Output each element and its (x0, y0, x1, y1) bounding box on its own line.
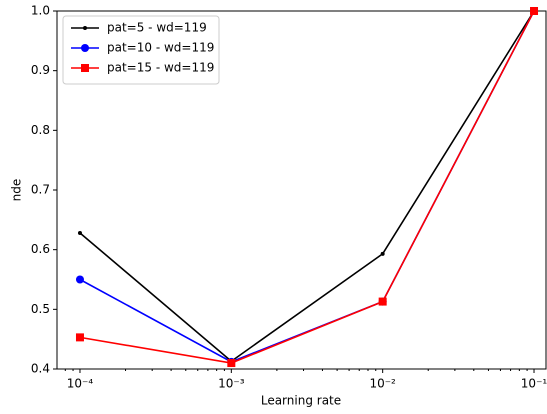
x-tick-label: 10⁻¹ (521, 377, 547, 391)
legend-marker (81, 64, 89, 72)
y-tick-label: 0.9 (31, 63, 50, 77)
x-tick-label: 10⁻³ (218, 377, 245, 391)
marker (75, 275, 84, 284)
marker (380, 251, 385, 256)
legend-label: pat=10 - wd=119 (107, 41, 214, 55)
marker (530, 7, 539, 15)
y-tick-label: 0.7 (31, 183, 50, 197)
series-line (79, 10, 535, 364)
marker (75, 333, 84, 342)
legend-label: pat=15 - wd=119 (107, 61, 214, 75)
y-tick-label: 0.5 (31, 302, 50, 316)
y-tick-label: 0.8 (31, 123, 50, 137)
x-axis-label: Learning rate (261, 394, 341, 408)
marker (227, 359, 236, 368)
y-axis-label: nde (10, 179, 24, 202)
y-tick-label: 1.0 (31, 4, 50, 18)
marker (378, 297, 387, 306)
legend-marker (81, 44, 89, 52)
marker (77, 230, 82, 235)
series-line (79, 10, 535, 363)
legend-box (62, 15, 220, 85)
x-tick-label: 10⁻² (369, 377, 396, 391)
plot-frame (56, 10, 547, 370)
legend-marker (83, 26, 87, 30)
legend-label: pat=5 - wd=119 (107, 21, 207, 35)
y-tick-label: 0.6 (31, 242, 50, 256)
x-tick-label: 10⁻⁴ (67, 377, 94, 391)
y-tick-label: 0.4 (31, 362, 50, 376)
